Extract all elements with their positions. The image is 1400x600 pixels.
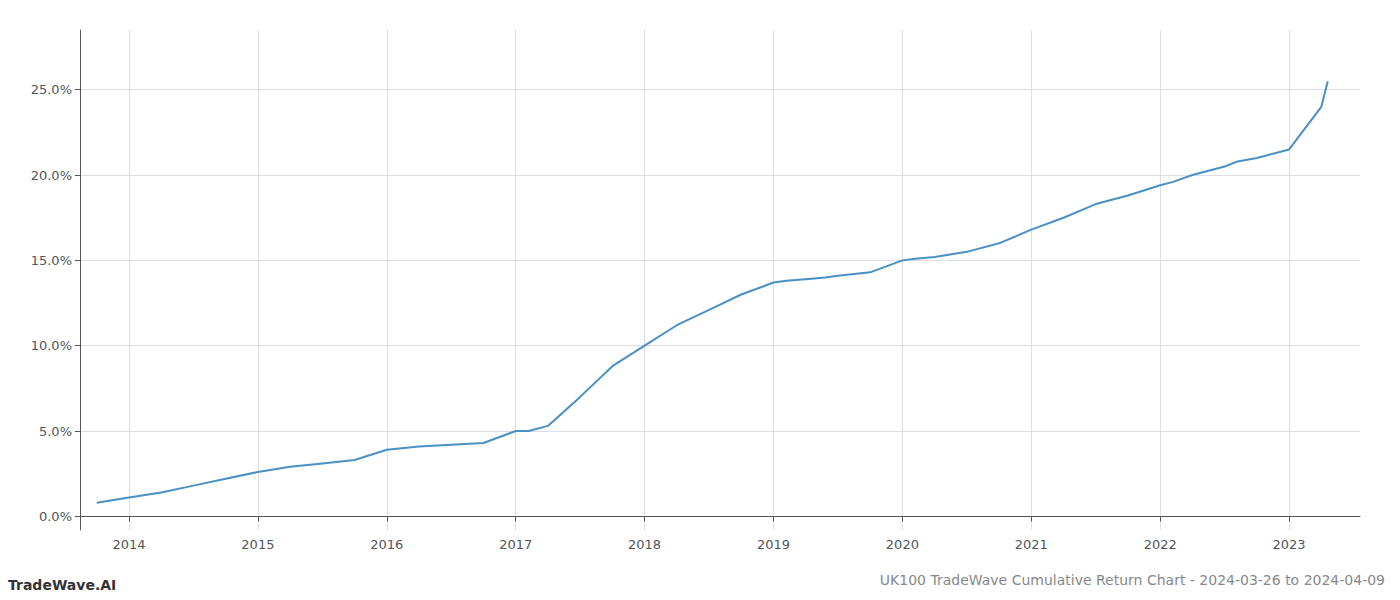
svg-text:UK100 TradeWave Cumulative Ret: UK100 TradeWave Cumulative Return Chart …	[880, 572, 1385, 588]
svg-text:2014: 2014	[112, 537, 145, 552]
svg-text:2020: 2020	[886, 537, 919, 552]
svg-text:0.0%: 0.0%	[39, 509, 72, 524]
svg-text:20.0%: 20.0%	[31, 168, 72, 183]
svg-text:25.0%: 25.0%	[31, 82, 72, 97]
svg-text:5.0%: 5.0%	[39, 424, 72, 439]
svg-text:2018: 2018	[628, 537, 661, 552]
svg-text:2016: 2016	[370, 537, 403, 552]
svg-text:2022: 2022	[1144, 537, 1177, 552]
svg-text:15.0%: 15.0%	[31, 253, 72, 268]
svg-text:10.0%: 10.0%	[31, 338, 72, 353]
svg-text:TradeWave.AI: TradeWave.AI	[8, 577, 116, 593]
svg-text:2015: 2015	[241, 537, 274, 552]
svg-text:2023: 2023	[1273, 537, 1306, 552]
svg-text:2017: 2017	[499, 537, 532, 552]
svg-text:2019: 2019	[757, 537, 790, 552]
svg-text:2021: 2021	[1015, 537, 1048, 552]
